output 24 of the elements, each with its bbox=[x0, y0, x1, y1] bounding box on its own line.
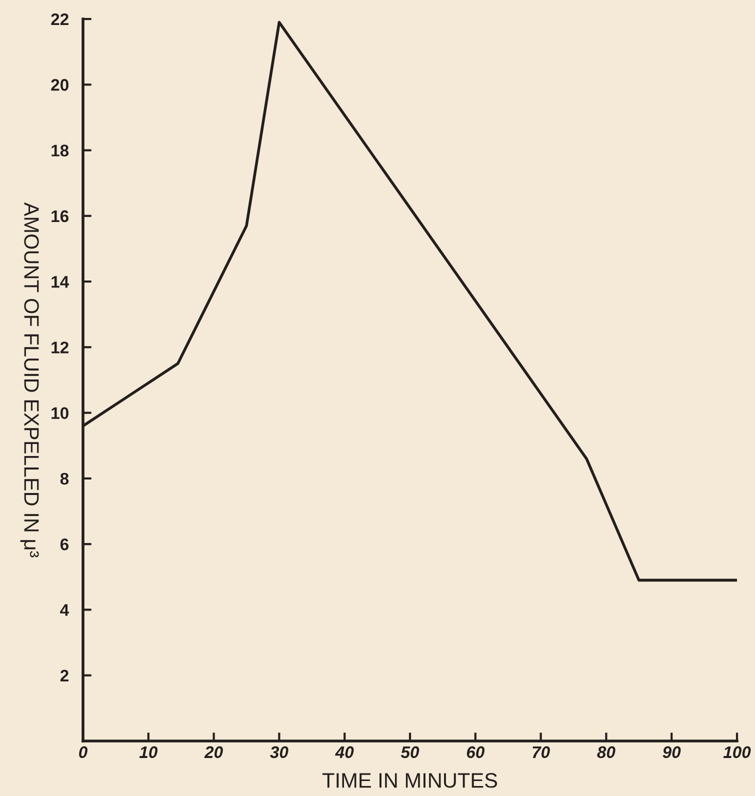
x-tick-label: 50 bbox=[400, 746, 420, 758]
x-tick-label: 80 bbox=[597, 746, 616, 758]
x-tick-label: 100 bbox=[723, 746, 751, 758]
x-tick-label: 90 bbox=[662, 746, 681, 758]
y-tick-label: 12 bbox=[52, 342, 68, 354]
x-tick-label: 20 bbox=[204, 746, 223, 758]
x-axis-title: TIME IN MINUTES bbox=[322, 773, 498, 788]
y-tick-label: 6 bbox=[60, 538, 69, 550]
y-tick-label: 22 bbox=[51, 13, 68, 26]
x-tick-label: 30 bbox=[270, 746, 288, 758]
y-tick-label: 2 bbox=[60, 670, 68, 682]
y-tick-label: 14 bbox=[52, 276, 70, 288]
x-tick-label: 0 bbox=[79, 746, 88, 758]
x-tick-label: 10 bbox=[139, 746, 158, 758]
y-tick-label: 16 bbox=[52, 210, 69, 222]
y-tick-label: 10 bbox=[52, 407, 68, 420]
y-tick-label: 20 bbox=[51, 79, 68, 91]
x-tick-label: 60 bbox=[466, 746, 485, 758]
y-tick-label: 18 bbox=[52, 144, 69, 156]
x-tick-label: 40 bbox=[335, 746, 354, 758]
y-tick-label: 4 bbox=[60, 604, 70, 616]
x-tick-label: 70 bbox=[532, 746, 550, 758]
y-tick-label: 8 bbox=[60, 472, 69, 485]
y-axis-title: AMOUNT OF FLUID EXPELLED IN μ³ bbox=[20, 202, 39, 558]
